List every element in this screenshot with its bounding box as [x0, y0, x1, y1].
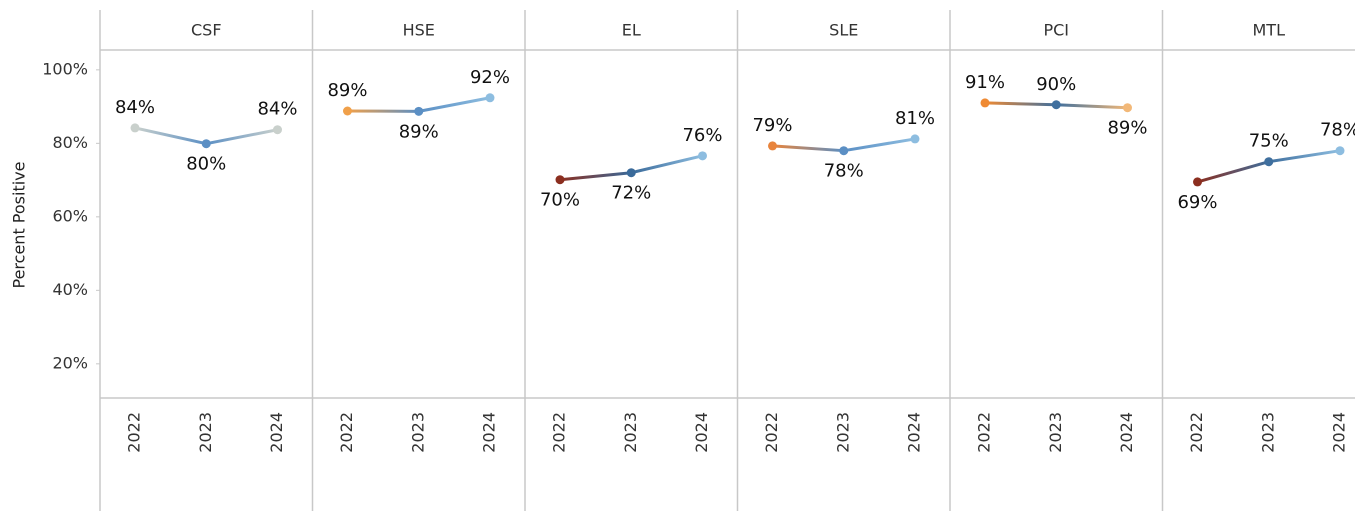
- data-label: 84%: [115, 97, 155, 118]
- data-label: 75%: [1249, 131, 1289, 152]
- x-tick-label: 2023: [1258, 412, 1277, 453]
- data-label: 79%: [752, 115, 792, 136]
- x-tick-label: 2023: [1046, 412, 1065, 453]
- data-label: 91%: [965, 72, 1005, 93]
- x-tick-label: 2023: [833, 412, 852, 453]
- x-tick-label: 2022: [975, 412, 994, 453]
- point: [910, 134, 920, 144]
- line-segment: [1197, 160, 1270, 184]
- data-label: 92%: [470, 67, 510, 88]
- x-tick-label: 2022: [337, 412, 356, 453]
- panel-header: HSE: [403, 21, 435, 40]
- point: [1193, 177, 1202, 187]
- x-tick-label: 2024: [267, 412, 286, 453]
- data-label: 80%: [186, 154, 226, 175]
- line-segment: [559, 171, 632, 182]
- point: [343, 106, 352, 116]
- data-label: 84%: [257, 99, 297, 120]
- x-tick-label: 2023: [408, 412, 427, 453]
- point: [626, 168, 636, 178]
- line-segment: [772, 144, 844, 153]
- point: [839, 146, 849, 156]
- point: [1051, 100, 1061, 110]
- data-label: 78%: [1320, 120, 1355, 141]
- data-label: 70%: [540, 190, 580, 211]
- x-tick-label: 2024: [905, 412, 924, 453]
- x-tick-label: 2022: [125, 412, 144, 453]
- point: [768, 141, 777, 151]
- x-tick-label: 2024: [480, 412, 499, 453]
- data-label: 72%: [611, 183, 651, 204]
- y-tick-label: 60%: [52, 206, 88, 225]
- data-label: 78%: [824, 161, 864, 182]
- panel-header: CSF: [191, 21, 222, 40]
- data-label: 89%: [399, 121, 439, 142]
- data-label: 81%: [895, 108, 935, 129]
- x-tick-label: 2022: [550, 412, 569, 453]
- x-tick-label: 2023: [621, 412, 640, 453]
- y-tick-label: 80%: [52, 133, 88, 152]
- data-label: 89%: [1107, 118, 1147, 139]
- line-segment: [205, 128, 278, 146]
- line-segment: [134, 126, 207, 146]
- line-segment: [1056, 103, 1128, 110]
- x-tick-label: 2022: [1187, 412, 1206, 453]
- y-tick-label: 100%: [42, 59, 88, 78]
- data-label: 90%: [1036, 74, 1076, 95]
- line-segment: [630, 154, 703, 175]
- data-label: 76%: [682, 125, 722, 146]
- x-tick-label: 2023: [196, 412, 215, 453]
- y-axis-title: Percent Positive: [10, 162, 29, 289]
- x-tick-label: 2022: [762, 412, 781, 453]
- x-tick-label: 2024: [1117, 412, 1136, 453]
- point: [1123, 103, 1132, 113]
- line-segment: [418, 96, 491, 113]
- point: [1264, 157, 1274, 167]
- panel-header: MTL: [1253, 21, 1286, 40]
- point: [273, 125, 282, 135]
- y-tick-label: 20%: [52, 353, 88, 372]
- panel-header: SLE: [829, 21, 858, 40]
- y-tick-label: 40%: [52, 280, 88, 299]
- point: [980, 98, 990, 108]
- data-label: 89%: [327, 80, 367, 101]
- point: [201, 139, 211, 149]
- data-label: 69%: [1177, 192, 1217, 213]
- line-segment: [1268, 149, 1341, 164]
- line-segment: [984, 101, 1057, 107]
- point: [130, 123, 140, 133]
- point: [555, 175, 565, 185]
- line-segment: [843, 137, 916, 153]
- panel-header: PCI: [1043, 21, 1069, 40]
- point: [414, 106, 424, 116]
- point: [1335, 146, 1345, 156]
- panel-header: EL: [622, 21, 641, 40]
- point: [485, 93, 495, 103]
- x-tick-label: 2024: [1330, 412, 1349, 453]
- x-tick-label: 2024: [692, 412, 711, 453]
- point: [698, 151, 707, 161]
